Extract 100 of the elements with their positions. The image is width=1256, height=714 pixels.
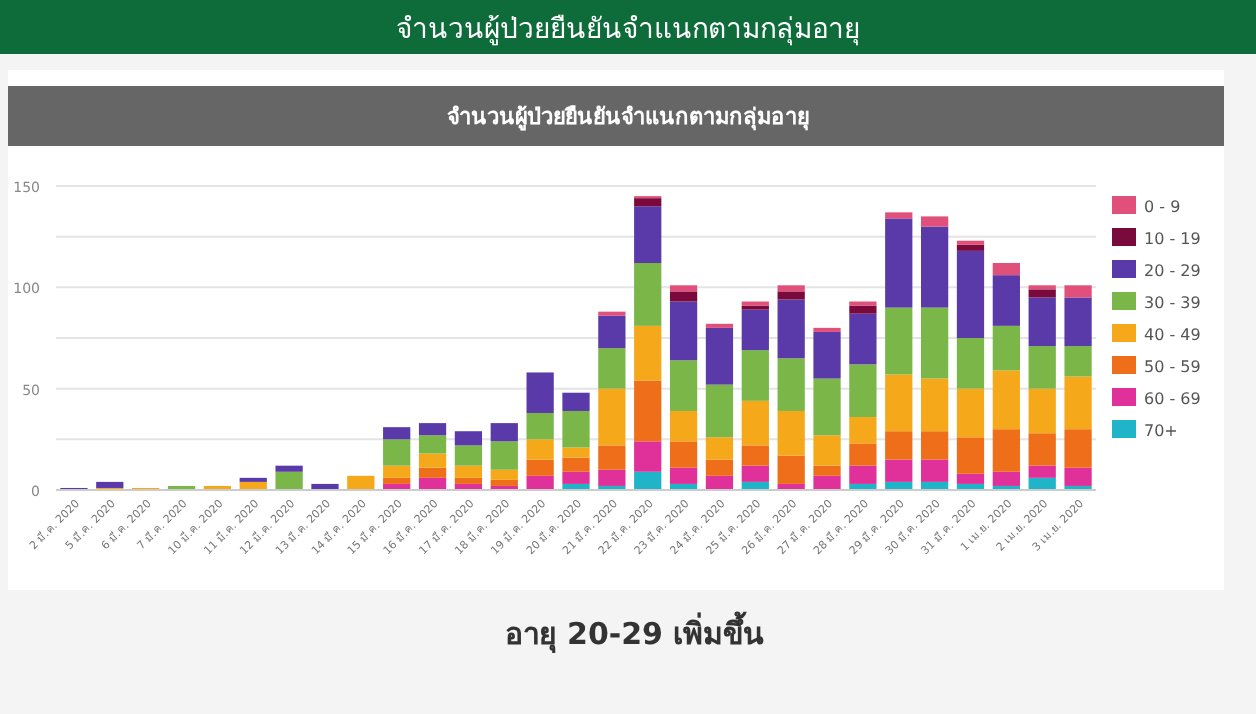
bar [1064,285,1092,298]
bar [383,439,411,466]
bar [669,285,698,292]
bar [418,467,447,478]
bar [705,437,734,460]
bar [634,325,662,381]
chart-subtitle: จำนวนผู้ป่วยยืนยันจำแนกตามกลุ่มอายุ [447,104,809,132]
bar [490,469,518,480]
bar [885,212,913,219]
bar [920,378,949,432]
bar [1028,465,1056,478]
legend-label: 30 - 39 [1144,294,1201,312]
bar [741,465,769,482]
bar [526,459,554,476]
bar [1064,429,1092,468]
bar [669,467,698,484]
bar [813,378,841,436]
legend-label: 10 - 19 [1144,230,1201,248]
bar [992,325,1020,371]
bar [526,412,554,440]
bar [1028,289,1056,298]
bar [598,315,626,349]
bar [598,348,626,389]
bar [885,307,913,375]
bar [777,455,805,484]
bar [490,479,518,486]
bar [526,439,554,460]
bar [418,477,447,490]
bar [275,465,303,472]
legend-label: 50 - 59 [1144,358,1201,376]
bar [669,441,698,468]
bar [885,431,913,460]
bar [705,384,734,438]
legend-label: 20 - 29 [1144,262,1201,280]
bar [562,410,590,448]
bar [1028,346,1056,389]
bar [705,459,734,476]
bar [634,206,662,264]
bar [992,471,1020,486]
bar [418,423,447,436]
bar [956,338,985,389]
bar [849,465,877,484]
bar [669,410,698,442]
bar [634,441,662,472]
bar [526,372,554,413]
bar [813,465,841,476]
bar [1064,297,1092,347]
bar [992,429,1020,472]
bar [885,459,913,482]
bar [920,459,949,482]
bar [777,299,805,359]
bar [920,226,949,308]
bar [562,471,590,484]
bar [669,360,698,411]
bar [992,275,1020,326]
bar [813,331,841,379]
bar [992,263,1020,276]
bar [598,445,626,470]
bar [383,427,411,440]
bar [849,364,877,418]
bar [813,435,841,466]
bar [669,291,698,302]
bar [956,437,985,474]
bar [454,477,483,484]
bar [741,400,769,446]
bar [777,291,805,300]
bar [96,481,124,488]
bar [920,216,949,227]
legend-label: 70+ [1144,422,1178,440]
bar [849,417,877,444]
bar [777,410,805,456]
bar [1064,376,1092,430]
bar [885,374,913,432]
bar [956,244,985,251]
bar [383,465,411,478]
bar [454,445,483,466]
bar [992,370,1020,430]
bar [705,327,734,385]
bar [849,313,877,365]
bar [777,285,805,292]
bar [669,301,698,361]
bar [634,263,662,326]
bar [885,218,913,308]
legend-label: 60 - 69 [1144,390,1201,408]
bar [741,445,769,466]
bar [634,380,662,442]
bar [562,457,590,472]
bar [849,305,877,314]
bar [347,475,375,490]
bar [275,471,303,490]
legend-label: 40 - 49 [1144,326,1201,344]
bar [454,465,483,478]
bar [490,423,518,442]
bar [526,475,554,490]
bar [490,441,518,470]
bar [418,453,447,468]
legend-label: 0 - 9 [1144,198,1181,216]
bar [920,431,949,460]
bar [741,350,769,401]
bar [813,475,841,490]
